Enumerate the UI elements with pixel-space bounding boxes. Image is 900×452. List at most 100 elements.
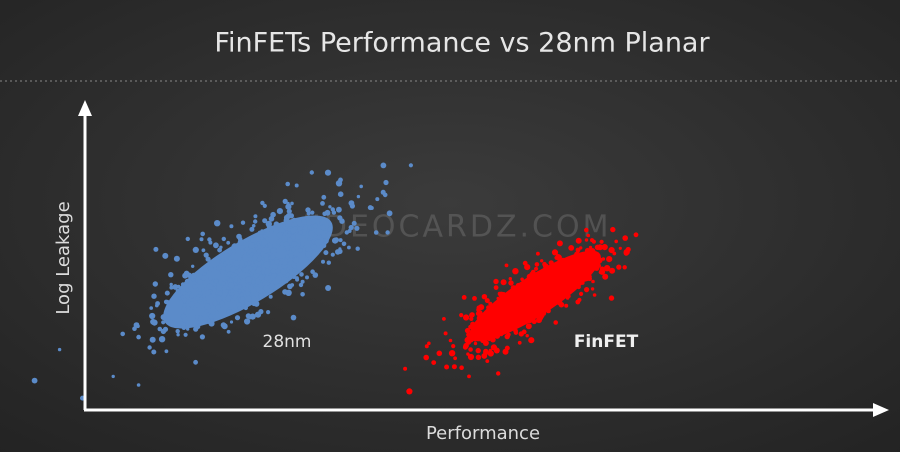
scatter-dot xyxy=(203,267,209,273)
scatter-dot xyxy=(225,259,231,265)
scatter-dot xyxy=(328,222,332,227)
scatter-dot xyxy=(525,334,529,338)
scatter-dot xyxy=(269,229,274,234)
scatter-dot xyxy=(320,201,325,206)
scatter-dot xyxy=(633,232,639,238)
scatter-dot xyxy=(291,221,298,228)
scatter-dot xyxy=(463,314,470,321)
scatter-dot xyxy=(534,303,540,309)
scatter-dot xyxy=(536,295,541,300)
scatter-dot xyxy=(521,329,527,335)
scatter-dot xyxy=(479,327,485,334)
scatter-dot xyxy=(506,309,511,314)
scatter-dot xyxy=(325,285,332,291)
scatter-dot xyxy=(515,290,522,296)
scatter-dot xyxy=(189,293,195,299)
scatter-dot xyxy=(486,317,491,323)
scatter-dot xyxy=(221,236,226,242)
scatter-dot xyxy=(151,293,157,299)
scatter-dot xyxy=(534,262,540,267)
scatter-dot xyxy=(135,322,139,327)
cluster-label: FinFET xyxy=(574,332,639,352)
scatter-dot xyxy=(504,333,510,340)
scatter-dot xyxy=(436,350,443,357)
scatter-dot xyxy=(294,183,299,188)
scatter-dot xyxy=(190,272,197,279)
scatter-dot xyxy=(486,305,491,310)
scatter-dot xyxy=(558,275,563,280)
scatter-dot xyxy=(245,290,250,296)
scatter-dot xyxy=(510,325,514,329)
scatter-dot xyxy=(230,289,235,293)
x-axis-label: Performance xyxy=(426,423,540,444)
scatter-dot xyxy=(248,242,255,249)
scatter-dot xyxy=(568,245,575,251)
scatter-dot xyxy=(448,350,456,357)
scatter-dot xyxy=(220,257,225,262)
scatter-dot xyxy=(201,306,207,312)
scatter-dot xyxy=(262,218,268,224)
scatter-dot xyxy=(249,226,255,232)
scatter-dot xyxy=(477,331,482,337)
scatter-dot xyxy=(281,223,286,228)
scatter-dot xyxy=(348,224,354,231)
scatter-dot xyxy=(212,288,217,293)
scatter-dot xyxy=(522,295,528,301)
scatter-dot xyxy=(236,233,242,240)
scatter-dot xyxy=(459,313,464,318)
scatter-dot xyxy=(255,279,261,285)
scatter-dot xyxy=(564,265,569,270)
scatter-dot xyxy=(276,245,280,249)
scatter-dot xyxy=(243,305,248,311)
scatter-dot xyxy=(233,273,238,277)
scatter-dot xyxy=(203,252,209,258)
scatter-dot xyxy=(448,338,453,343)
scatter-dot xyxy=(474,323,481,330)
scatter-dot xyxy=(193,359,199,365)
scatter-dot xyxy=(487,350,494,357)
scatter-dot xyxy=(153,246,159,252)
scatter-dot xyxy=(495,323,502,329)
scatter-dot xyxy=(285,203,292,210)
scatter-dot xyxy=(297,248,303,253)
scatter-dot xyxy=(202,272,207,276)
scatter-dot xyxy=(585,249,589,254)
scatter-dot xyxy=(571,282,577,288)
scatter-dot xyxy=(181,325,187,331)
scatter-dot xyxy=(284,245,291,251)
scatter-dot xyxy=(270,268,276,274)
scatter-dot xyxy=(272,263,278,270)
scatter-dot xyxy=(597,244,604,251)
scatter-dot xyxy=(481,294,488,300)
scatter-dot xyxy=(503,326,508,331)
scatter-dot xyxy=(622,235,628,241)
scatter-dot xyxy=(338,238,343,243)
scatter-dot xyxy=(290,234,296,240)
scatter-dot xyxy=(499,332,504,337)
scatter-dot xyxy=(157,326,163,332)
scatter-dot xyxy=(518,299,523,304)
scatter-dot xyxy=(493,285,499,290)
scatter-dot xyxy=(587,259,593,266)
scatter-dot xyxy=(240,296,245,301)
scatter-dot xyxy=(486,325,491,329)
scatter-dot xyxy=(443,331,448,336)
scatter-dot xyxy=(557,259,564,267)
scatter-dot xyxy=(321,259,325,264)
scatter-dot xyxy=(151,349,157,355)
scatter-dot xyxy=(285,254,290,260)
scatter-dot xyxy=(120,331,125,337)
scatter-dot xyxy=(323,250,329,256)
scatter-dot xyxy=(623,250,629,256)
scatter-dot xyxy=(237,239,244,246)
scatter-dot xyxy=(383,179,389,186)
scatter-dot xyxy=(312,223,318,229)
scatter-dot xyxy=(550,292,557,299)
scatter-dot xyxy=(533,290,538,295)
scatter-dot xyxy=(268,294,273,299)
scatter-dot xyxy=(482,340,489,346)
scatter-dot xyxy=(268,283,275,290)
scatter-dot xyxy=(221,266,227,271)
scatter-dot xyxy=(253,214,258,219)
scatter-dot xyxy=(201,275,207,281)
